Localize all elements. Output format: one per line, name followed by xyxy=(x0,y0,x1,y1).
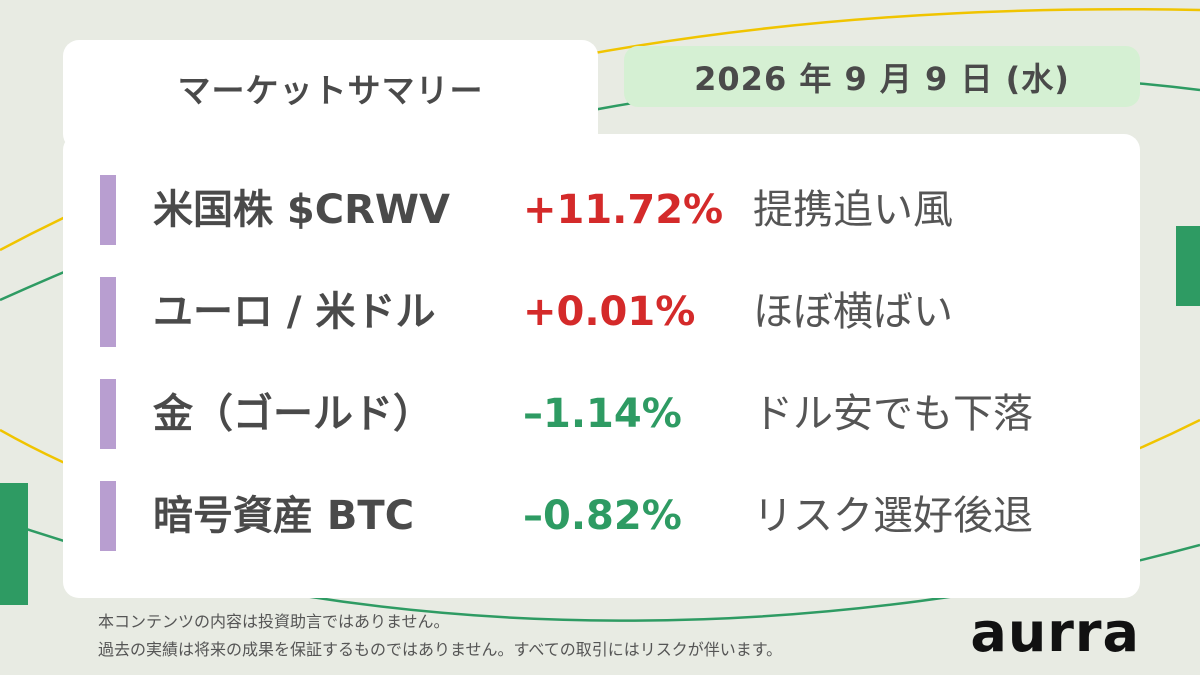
row-accent-bar xyxy=(100,277,116,347)
market-comment: リスク選好後退 xyxy=(753,493,1033,539)
row-accent-bar xyxy=(100,481,116,551)
market-row: 金（ゴールド） –1.14% ドル安でも下落 xyxy=(100,379,1140,449)
asset-name: 金（ゴールド） xyxy=(153,391,433,437)
row-accent-bar xyxy=(100,175,116,245)
market-row: ユーロ / 米ドル +0.01% ほぼ横ばい xyxy=(100,277,1140,347)
asset-name: 米国株 $CRWV xyxy=(153,187,450,233)
market-comment: ドル安でも下落 xyxy=(753,391,1033,437)
asset-name: ユーロ / 米ドル xyxy=(153,289,436,335)
disclaimer-line: 本コンテンツの内容は投資助言ではありません。 xyxy=(98,612,450,631)
page-title: マーケットサマリー xyxy=(177,71,484,110)
market-comment: 提携追い風 xyxy=(753,187,953,233)
market-comment: ほぼ横ばい xyxy=(753,289,953,335)
change-value: +0.01% xyxy=(523,289,696,335)
brand-logo: aurra xyxy=(970,601,1140,664)
asset-name: 暗号資産 BTC xyxy=(153,493,415,539)
summary-card xyxy=(63,134,1140,598)
disclaimer: 本コンテンツの内容は投資助言ではありません。 過去の実績は将来の成果を保証するも… xyxy=(98,608,782,664)
change-value: –1.14% xyxy=(523,391,682,437)
market-row: 米国株 $CRWV +11.72% 提携追い風 xyxy=(100,175,1140,245)
row-accent-bar xyxy=(100,379,116,449)
change-value: –0.82% xyxy=(523,493,682,539)
market-row: 暗号資産 BTC –0.82% リスク選好後退 xyxy=(100,481,1140,551)
change-value: +11.72% xyxy=(523,187,724,233)
decorative-green-block-right xyxy=(1176,226,1200,306)
disclaimer-line: 過去の実績は将来の成果を保証するものではありません。すべての取引にはリスクが伴い… xyxy=(98,640,783,659)
decorative-green-block-left xyxy=(0,483,28,605)
title-tab xyxy=(63,40,598,150)
date-badge: 2026 年 9 月 9 日 (水) xyxy=(624,46,1140,107)
